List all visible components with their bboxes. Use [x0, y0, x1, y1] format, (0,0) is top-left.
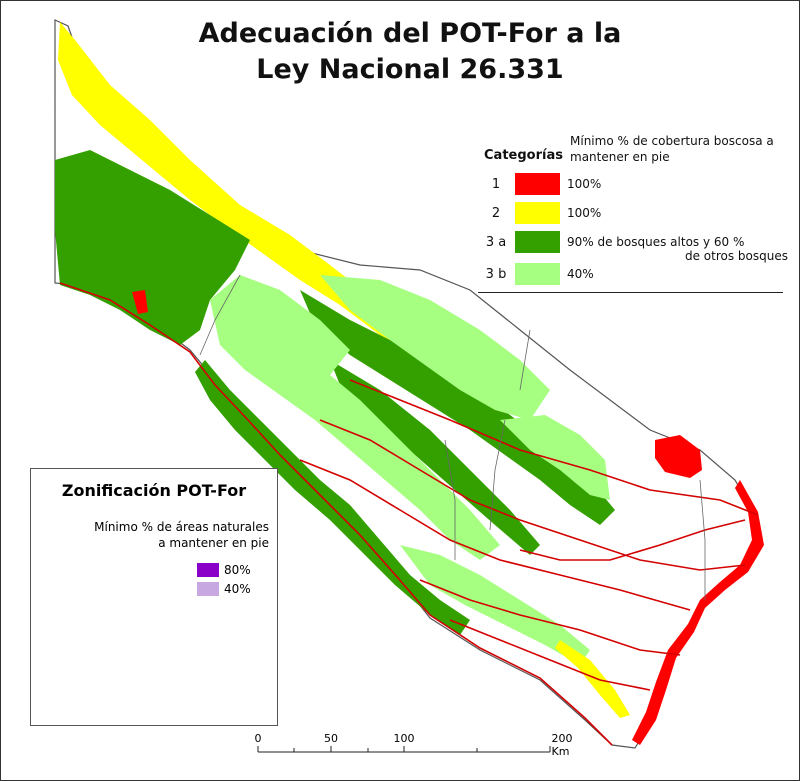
legend-minimum-title: Mínimo % de cobertura boscosa a mantener… — [570, 134, 774, 164]
scale-label-50: 50 — [324, 732, 338, 745]
boundary-1 — [199, 274, 241, 356]
river-6 — [449, 619, 651, 691]
legend-label: 100% — [567, 177, 602, 191]
scale-label-0: 0 — [254, 732, 262, 745]
legend-code: 2 — [491, 206, 501, 221]
river-3 — [299, 459, 691, 611]
river-4 — [349, 379, 759, 516]
inset-legend-row-80: 80% — [197, 563, 277, 579]
legend-code: 3 a — [485, 235, 507, 250]
zone-cat1-west-patch — [132, 290, 148, 314]
scale-bar — [257, 746, 551, 753]
legend-label-continued: de otros bosques — [684, 249, 788, 263]
zone-cat2-south-strip — [555, 640, 630, 718]
inset-label-40: 40% — [224, 582, 251, 596]
legend: Categorías Mínimo % de cobertura boscosa… — [478, 128, 788, 296]
river-7 — [519, 519, 746, 561]
legend-divider — [478, 292, 783, 293]
zone-cat3b-south — [400, 545, 590, 665]
legend-code: 3 b — [485, 267, 507, 282]
scale-label-200: 200 Km — [551, 732, 573, 758]
map-title-line1: Adecuación del POT-For a la — [198, 18, 622, 49]
boundary-4 — [519, 329, 531, 391]
legend-swatch-cat2 — [515, 202, 560, 224]
legend-swatch-cat3a — [515, 231, 560, 253]
department-boundaries — [199, 274, 706, 600]
legend-code: 1 — [491, 177, 501, 192]
legend-row-cat3a: 3 a 90% de bosques altos y 60 % de otros… — [478, 231, 788, 263]
legend-label: 40% — [567, 267, 594, 281]
legend-row-cat1: 1 100% — [478, 173, 783, 199]
inset-swatch-40 — [197, 582, 219, 596]
river-2 — [319, 419, 746, 571]
zone-cat3b-northeast — [320, 275, 550, 420]
legend-swatch-cat1 — [515, 173, 560, 195]
zone-cat3a-northwest — [55, 150, 250, 345]
legend-row-cat3b: 3 b 40% — [478, 263, 783, 289]
legend-label: 100% — [567, 206, 602, 220]
legend-swatch-cat3b — [515, 263, 560, 285]
zone-cat3b-central — [210, 275, 500, 560]
zone-cat1-northeast-patch — [655, 435, 702, 478]
inset-legend-row-40: 40% — [197, 582, 277, 598]
map-title: Adecuación del POT-For a la Ley Nacional… — [150, 16, 670, 88]
scale-labels: 0 50 100 200 Km — [240, 732, 580, 762]
inset-subtitle-line2: a mantener en pie — [158, 536, 269, 550]
inset-panel: Zonificación POT-For Mínimo % de áreas n… — [30, 468, 278, 726]
inset-label-80: 80% — [224, 563, 251, 577]
zone-cat1-east-border — [632, 480, 764, 745]
boundary-5 — [699, 479, 706, 600]
zone-cat3a-south-strip — [195, 360, 470, 635]
inset-title: Zonificación POT-For — [61, 481, 247, 500]
legend-categories-title: Categorías — [484, 148, 563, 163]
scale-label-100: 100 — [393, 732, 415, 745]
inset-subtitle-line1: Mínimo % de áreas naturales — [94, 520, 269, 534]
river-1 — [59, 282, 613, 746]
boundary-2 — [444, 439, 456, 560]
map-title-line2: Ley Nacional 26.331 — [256, 54, 564, 85]
boundary-3 — [489, 419, 506, 531]
inset-swatch-80 — [197, 563, 219, 577]
legend-row-cat2: 2 100% — [478, 202, 783, 228]
river-network — [59, 282, 759, 746]
inset-subtitle: Mínimo % de áreas naturales a mantener e… — [39, 519, 269, 551]
legend-label: 90% de bosques altos y 60 % — [567, 235, 745, 249]
zone-cat3b-east — [500, 415, 610, 500]
river-5 — [419, 579, 681, 656]
zone-cat3a-north-strip — [300, 290, 615, 525]
